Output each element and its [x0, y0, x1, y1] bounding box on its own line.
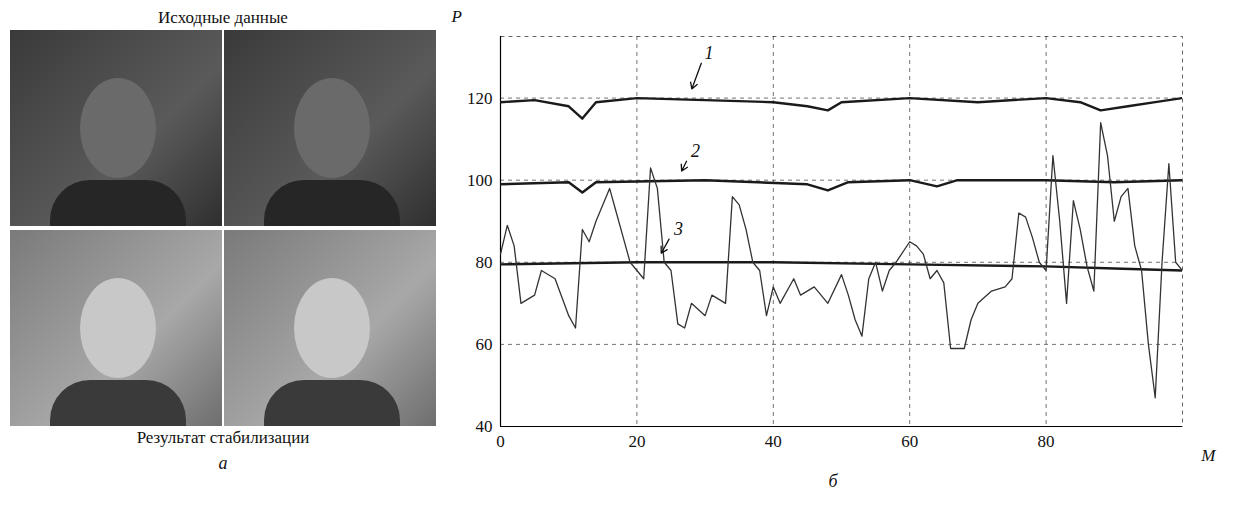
- svg-text:60: 60: [901, 432, 918, 451]
- svg-text:120: 120: [467, 89, 493, 108]
- svg-text:3: 3: [673, 219, 683, 239]
- svg-text:2: 2: [691, 141, 700, 161]
- html-text:б: б: [828, 471, 838, 491]
- svg-text:80: 80: [1038, 432, 1055, 451]
- svg-text:40: 40: [476, 417, 493, 436]
- svg-text:100: 100: [467, 171, 493, 190]
- svg-text:40: 40: [765, 432, 782, 451]
- svg-text:20: 20: [628, 432, 645, 451]
- html-text:Результат стабилизации: Результат стабилизации: [136, 428, 310, 447]
- svg-text:1: 1: [705, 43, 714, 63]
- svg-text:0: 0: [496, 432, 505, 451]
- svg-text:60: 60: [476, 335, 493, 354]
- html-text:а: а: [218, 453, 228, 473]
- svg-text:P: P: [451, 7, 462, 26]
- svg-text:80: 80: [476, 253, 493, 272]
- svg-text:M: M: [1200, 446, 1216, 465]
- html-text:Исходные данные: Исходные данные: [158, 8, 288, 27]
